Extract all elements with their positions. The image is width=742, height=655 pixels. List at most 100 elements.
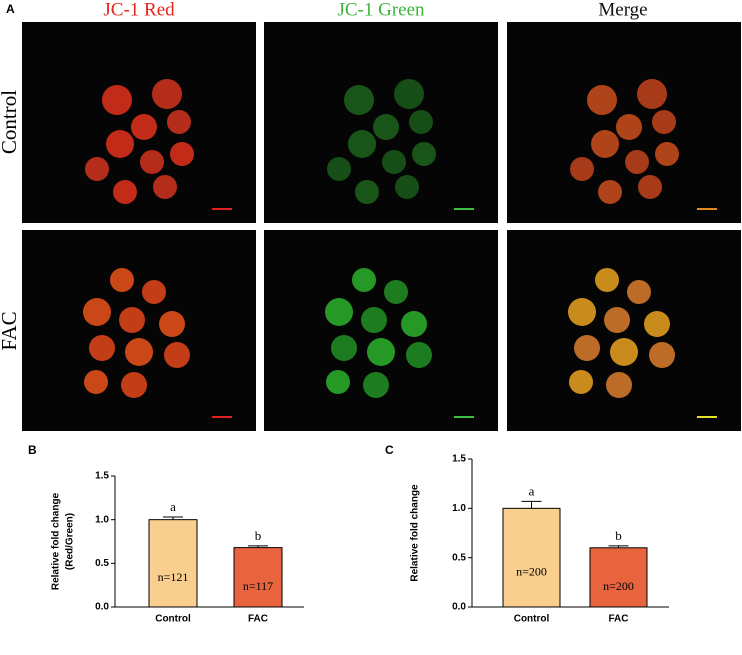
oocyte bbox=[598, 180, 622, 204]
panel-label: B bbox=[28, 443, 37, 457]
oocyte bbox=[110, 268, 134, 292]
y-axis-label: (Red/Green) bbox=[65, 513, 76, 570]
oocyte bbox=[352, 268, 376, 292]
oocyte bbox=[159, 311, 185, 337]
scale-bar bbox=[454, 416, 474, 418]
oocyte bbox=[348, 130, 376, 158]
y-tick-label: 0.5 bbox=[95, 558, 109, 569]
oocyte bbox=[373, 114, 399, 140]
oocyte bbox=[113, 180, 137, 204]
oocyte bbox=[655, 142, 679, 166]
column-header: Merge bbox=[598, 0, 647, 20]
micrograph bbox=[264, 230, 498, 431]
oocyte bbox=[142, 280, 166, 304]
significance-letter: a bbox=[529, 483, 535, 498]
oocyte bbox=[355, 180, 379, 204]
oocyte bbox=[595, 268, 619, 292]
oocyte bbox=[167, 110, 191, 134]
oocyte bbox=[574, 335, 600, 361]
oocyte bbox=[637, 79, 667, 109]
micrograph bbox=[507, 230, 741, 431]
oocyte bbox=[409, 110, 433, 134]
x-tick-label: FAC bbox=[609, 614, 629, 625]
significance-letter: b bbox=[255, 528, 262, 543]
oocyte bbox=[406, 342, 432, 368]
scale-bar bbox=[697, 416, 717, 418]
oocyte bbox=[85, 157, 109, 181]
scale-bar bbox=[697, 208, 717, 210]
scale-bar bbox=[454, 208, 474, 210]
oocyte bbox=[152, 79, 182, 109]
oocyte bbox=[604, 307, 630, 333]
micrograph bbox=[507, 22, 741, 223]
oocyte bbox=[89, 335, 115, 361]
oocyte bbox=[361, 307, 387, 333]
oocyte bbox=[395, 175, 419, 199]
oocyte bbox=[153, 175, 177, 199]
bar bbox=[502, 507, 561, 608]
micrograph bbox=[22, 230, 256, 431]
y-tick-label: 1.0 bbox=[452, 503, 466, 514]
oocyte bbox=[125, 338, 153, 366]
oocyte bbox=[638, 175, 662, 199]
significance-letter: a bbox=[170, 499, 176, 514]
oocyte bbox=[610, 338, 638, 366]
oocyte bbox=[164, 342, 190, 368]
oocyte bbox=[106, 130, 134, 158]
oocyte bbox=[325, 298, 353, 326]
oocyte bbox=[331, 335, 357, 361]
oocyte bbox=[384, 280, 408, 304]
y-tick-label: 0.0 bbox=[95, 602, 109, 613]
oocyte bbox=[591, 130, 619, 158]
y-axis-label: Relative fold change bbox=[51, 492, 62, 590]
oocyte bbox=[344, 85, 374, 115]
scale-bar bbox=[212, 208, 232, 210]
oocyte bbox=[83, 298, 111, 326]
n-label: n=200 bbox=[516, 564, 547, 578]
oocyte bbox=[367, 338, 395, 366]
y-tick-label: 1.5 bbox=[95, 471, 109, 482]
oocyte bbox=[401, 311, 427, 337]
oocyte bbox=[131, 114, 157, 140]
oocyte bbox=[382, 150, 406, 174]
oocyte bbox=[570, 157, 594, 181]
x-tick-label: Control bbox=[514, 614, 550, 625]
y-axis-label: Relative fold change bbox=[410, 484, 421, 582]
micrograph bbox=[22, 22, 256, 223]
column-header: JC-1 Green bbox=[337, 0, 425, 20]
y-tick-label: 1.0 bbox=[95, 514, 109, 525]
error-bar bbox=[248, 545, 268, 548]
oocyte bbox=[627, 280, 651, 304]
x-tick-label: Control bbox=[155, 614, 191, 625]
oocyte bbox=[102, 85, 132, 115]
oocyte bbox=[644, 311, 670, 337]
panel-label: A bbox=[6, 2, 15, 16]
oocyte bbox=[587, 85, 617, 115]
bar bbox=[233, 547, 283, 608]
x-tick-label: FAC bbox=[248, 614, 268, 625]
panel-label: C bbox=[385, 443, 394, 457]
column-header: JC-1 Red bbox=[103, 0, 175, 20]
row-label: Control bbox=[0, 90, 21, 154]
micrograph bbox=[264, 22, 498, 223]
oocyte bbox=[606, 372, 632, 398]
oocyte bbox=[412, 142, 436, 166]
significance-letter: b bbox=[615, 528, 622, 543]
error-bar bbox=[521, 500, 542, 509]
oocyte bbox=[326, 370, 350, 394]
y-tick-label: 1.5 bbox=[452, 454, 466, 465]
scale-bar bbox=[212, 416, 232, 418]
oocyte bbox=[121, 372, 147, 398]
oocyte bbox=[119, 307, 145, 333]
oocyte bbox=[568, 298, 596, 326]
oocyte bbox=[569, 370, 593, 394]
n-label: n=117 bbox=[243, 579, 273, 593]
oocyte bbox=[394, 79, 424, 109]
row-label: FAC bbox=[0, 311, 21, 350]
bar bbox=[148, 519, 198, 608]
oocyte bbox=[649, 342, 675, 368]
oocyte bbox=[363, 372, 389, 398]
oocyte bbox=[170, 142, 194, 166]
error-bar bbox=[608, 545, 629, 548]
